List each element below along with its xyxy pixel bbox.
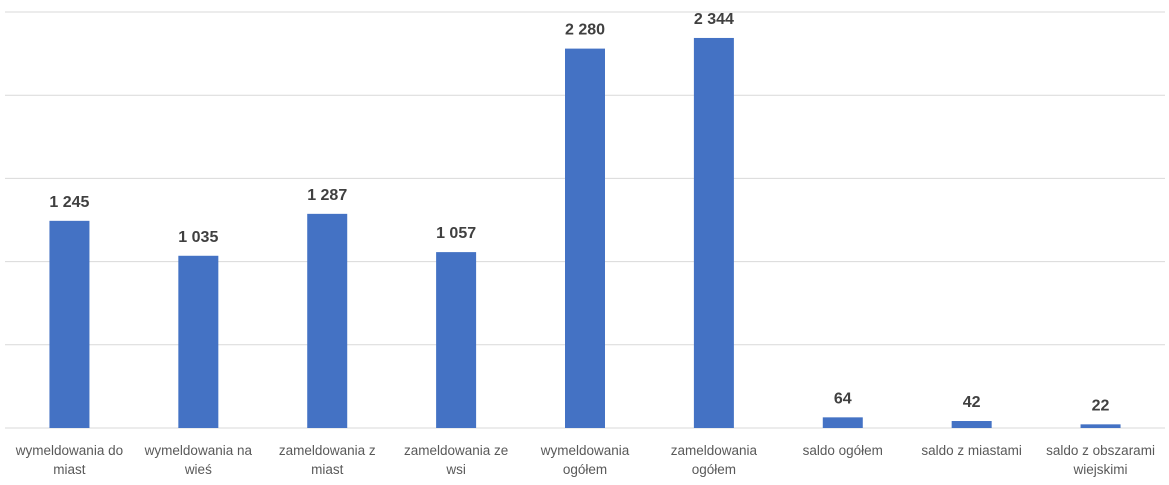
x-tick-label: zameldowania ze wsi (403, 443, 509, 477)
value-label: 1 245 (49, 194, 89, 211)
x-tick-label: wymeldowania do miast (15, 443, 124, 477)
x-tick-label: saldo z obszarami wiejskimi (1046, 443, 1155, 477)
x-tick-label: zameldowania ogółem (670, 443, 758, 477)
x-tick-label: saldo z miastami (921, 443, 1022, 458)
value-label: 22 (1092, 397, 1110, 414)
value-label: 1 057 (436, 225, 476, 242)
value-label: 1 287 (307, 187, 347, 204)
bar (436, 252, 477, 428)
bar (822, 417, 863, 428)
x-tick-label: wymeldowania na wieś (144, 443, 252, 477)
value-label: 2 344 (694, 11, 734, 28)
x-tick-label: saldo ogółem (802, 443, 883, 458)
value-label: 2 280 (565, 22, 605, 39)
value-label: 64 (834, 390, 852, 407)
x-tick-label: zameldowania z miast (278, 443, 376, 477)
bar (178, 255, 219, 428)
value-label: 42 (963, 394, 981, 411)
bar (307, 213, 348, 428)
value-label: 1 035 (178, 229, 218, 246)
bar (951, 421, 992, 428)
bar (565, 48, 605, 428)
bar (693, 37, 734, 428)
bar (49, 220, 90, 428)
x-tick-label: wymeldowania ogółem (540, 443, 630, 477)
bar (1080, 424, 1121, 428)
